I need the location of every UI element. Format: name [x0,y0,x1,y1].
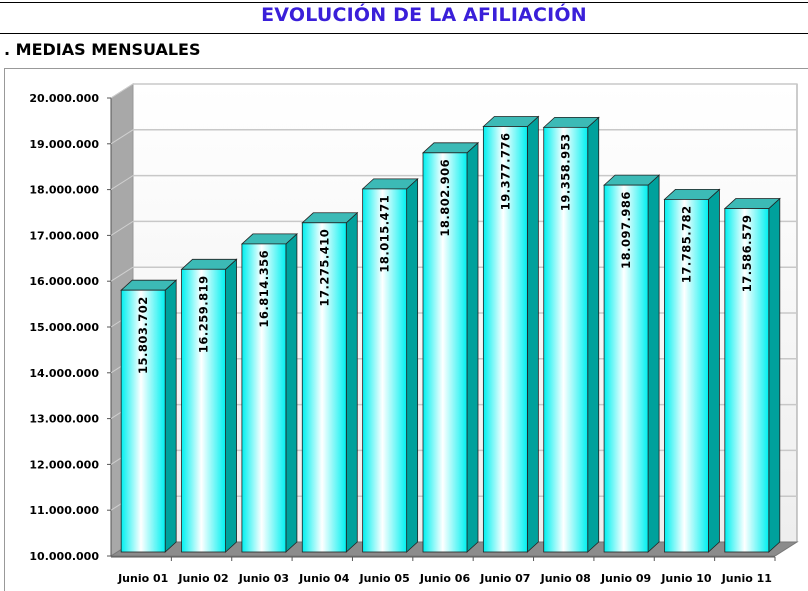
bar [181,268,226,553]
top-rule [0,2,808,3]
bar [120,289,166,553]
y-tick-label: 11.000.000 [29,504,99,517]
x-tick-label: Junio 11 [721,572,772,585]
gridline-side [110,129,134,145]
x-tick-label: Junio 01 [117,572,168,585]
data-label: 18.097.986 [619,191,633,269]
y-tick-label: 15.000.000 [29,321,99,334]
title-rule [0,33,808,34]
bar-side [647,174,660,553]
bar [241,243,287,553]
data-label: 17.586.579 [740,215,754,293]
data-label: 15.803.702 [136,296,150,374]
bar-side [587,116,600,553]
x-tick-label: Junio 06 [419,572,471,585]
bar [543,126,589,553]
x-tick-label: Junio 10 [660,572,712,585]
data-label: 16.259.819 [197,275,211,353]
bar-side [768,197,781,553]
y-tick-label: 10.000.000 [29,550,99,563]
bar-side [285,232,298,553]
data-label: 17.785.782 [679,205,693,283]
y-tick-label: 17.000.000 [29,229,99,242]
x-tick-label: Junio 04 [298,572,350,585]
data-label: 17.275.410 [317,229,331,307]
gridline-side [110,83,134,99]
bar-side [526,115,539,553]
data-label: 19.377.776 [498,132,512,210]
bar-side [345,211,358,553]
y-tick-label: 14.000.000 [29,367,99,380]
y-tick-label: 16.000.000 [29,275,99,288]
x-tick-label: Junio 03 [238,572,289,585]
bar-side [466,141,479,553]
x-tick-label: Junio 09 [600,572,651,585]
bar [362,188,408,553]
bar-side [708,188,720,553]
gridline-side [110,220,134,236]
data-label: 18.802.906 [438,159,452,237]
bar [724,208,770,553]
bar-side [225,258,237,553]
bar [301,222,347,553]
chart-frame [4,68,808,591]
x-tick-label: Junio 07 [479,572,530,585]
gridline-side [110,266,134,282]
x-tick-label: Junio 08 [540,572,591,585]
y-tick-label: 13.000.000 [29,413,99,426]
bar [603,184,649,553]
chart-subtitle: . MEDIAS MENSUALES [4,40,201,59]
bar [422,152,468,553]
page-title: EVOLUCIÓN DE LA AFILIACIÓN [261,4,587,26]
data-label: 19.358.953 [559,133,573,211]
bar-side [164,279,177,553]
bar-side [406,177,419,553]
y-tick-label: 18.000.000 [29,184,99,197]
y-tick-label: 20.000.000 [29,92,99,105]
y-tick-label: 19.000.000 [29,138,99,151]
x-tick-label: Junio 05 [359,572,410,585]
y-tick-label: 12.000.000 [29,458,99,471]
gridline-side [110,175,134,191]
x-tick-label: Junio 02 [177,572,228,585]
bar [482,126,528,553]
data-label: 18.015.471 [378,195,392,273]
data-label: 16.814.356 [257,250,271,328]
bar [664,199,709,553]
